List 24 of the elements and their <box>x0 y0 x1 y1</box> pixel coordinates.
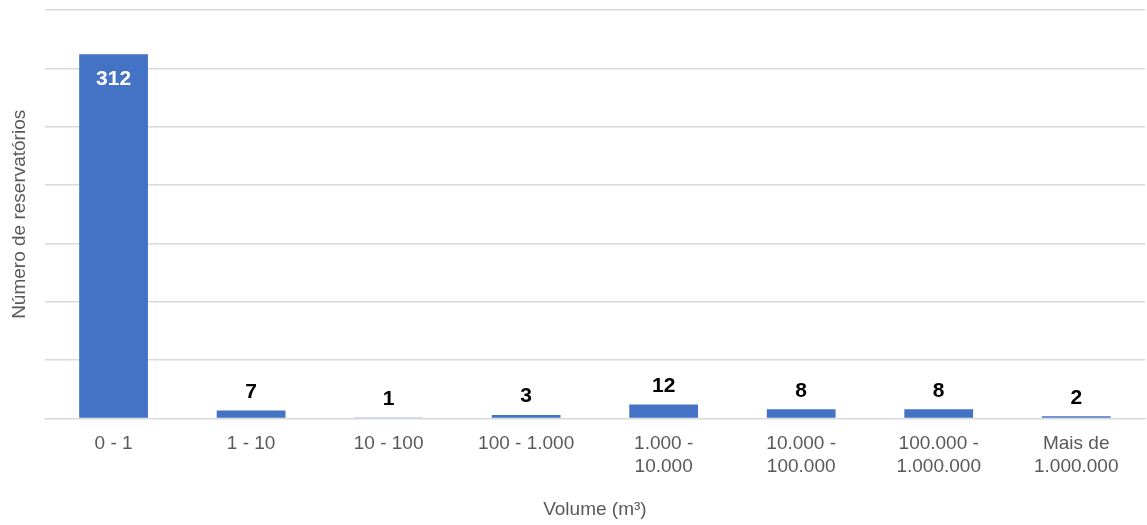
bar <box>491 415 561 418</box>
x-tick-label: 100.000 - 1.000.000 <box>896 432 981 477</box>
x-tick-label: 0 - 1 <box>94 432 133 454</box>
x-tick-label: 10.000 - 100.000 <box>766 432 837 477</box>
bar <box>629 404 699 418</box>
data-label: 8 <box>932 377 945 401</box>
x-tick-label: 10 - 100 <box>353 432 424 454</box>
data-label: 3 <box>520 383 532 407</box>
data-label: 2 <box>1070 384 1083 408</box>
y-axis-title: Número de reservatórios <box>7 109 29 319</box>
x-tick-label: 1 - 10 <box>226 432 276 454</box>
data-label: 12 <box>651 372 676 396</box>
data-label: 7 <box>245 378 257 402</box>
bar <box>79 54 148 418</box>
bar <box>904 409 974 418</box>
x-axis-title: Volume (m³) <box>543 497 647 519</box>
x-tick-label: Mais de 1.000.000 <box>1033 432 1119 477</box>
bar <box>766 409 836 418</box>
data-label: 8 <box>795 377 808 401</box>
x-tick-label: 1.000 - 10.000 <box>634 432 694 477</box>
bar <box>216 410 286 418</box>
x-tick-label: 100 - 1.000 <box>478 432 575 454</box>
data-label: 312 <box>96 65 132 89</box>
data-label: 1 <box>382 385 395 409</box>
